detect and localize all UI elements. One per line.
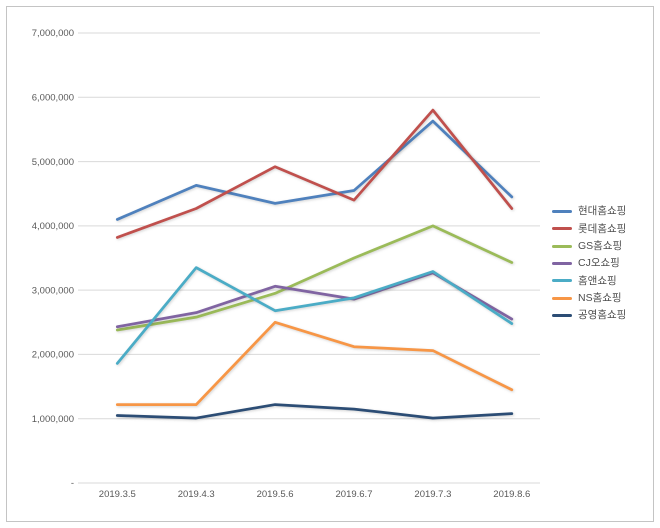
legend-line-swatch (552, 210, 572, 214)
legend-line-swatch (552, 227, 572, 231)
legend-label: NS홈쇼핑 (578, 291, 622, 304)
x-axis-labels: 2019.3.5 2019.4.3 2019.5.6 2019.6.7 2019.7.3… (99, 489, 530, 500)
legend-label: 현대홈쇼핑 (578, 205, 627, 218)
y-tick-label: 6,000,000 (32, 92, 74, 103)
legend-label: CJ오쇼핑 (578, 257, 620, 270)
legend-label: 홈앤쇼핑 (578, 274, 617, 287)
x-tick-label: 2019.6.7 (336, 489, 373, 500)
y-tick-label: 1,000,000 (32, 414, 74, 425)
x-tick-label: 2019.7.3 (414, 489, 451, 500)
series-line-NS홈쇼핑 (115, 320, 514, 406)
legend-line-swatch (552, 313, 572, 317)
y-axis-labels: - 1,000,000 2,000,000 3,000,000 4,000,000 5,0… (32, 28, 74, 489)
legend-item: GS홈쇼핑 (552, 240, 626, 253)
x-tick-label: 2019.5.6 (257, 489, 294, 500)
series-line-홈앤쇼핑 (115, 266, 514, 365)
legend-item: CJ오쇼핑 (552, 257, 626, 270)
series-line-롯데홈쇼핑 (115, 108, 514, 239)
series-lines (115, 108, 514, 420)
legend-label: GS홈쇼핑 (578, 239, 623, 252)
chart-frame (6, 6, 654, 522)
legend-item: 홈앤쇼핑 (552, 274, 626, 287)
legend-line-swatch (552, 244, 572, 248)
legend-line-swatch (552, 279, 572, 283)
legend-label: 롯데홈쇼핑 (578, 222, 627, 235)
legend-item: 현대홈쇼핑 (552, 205, 626, 218)
series-line-공영홈쇼핑 (115, 403, 514, 420)
y-tick-label: 7,000,000 (32, 28, 74, 39)
y-tick-label: 3,000,000 (32, 285, 74, 296)
x-tick-label: 2019.4.3 (178, 489, 215, 500)
x-tick-label: 2019.8.6 (493, 489, 530, 500)
x-tick-label: 2019.3.5 (99, 489, 136, 500)
series-line-GS홈쇼핑 (115, 224, 514, 332)
y-tick-label: 5,000,000 (32, 157, 74, 168)
legend-item: 공영홈쇼핑 (552, 309, 626, 322)
y-tick-label: - (71, 478, 74, 489)
legend-line-swatch (552, 262, 572, 266)
legend-item: NS홈쇼핑 (552, 291, 626, 304)
gridlines (78, 32, 540, 484)
legend-line-swatch (552, 296, 572, 300)
y-tick-label: 4,000,000 (32, 221, 74, 232)
legend-label: 공영홈쇼핑 (578, 309, 627, 322)
y-tick-label: 2,000,000 (32, 350, 74, 361)
legend-item: 롯데홈쇼핑 (552, 222, 626, 235)
series-line-CJ오쇼핑 (115, 271, 514, 329)
series-line-현대홈쇼핑 (115, 119, 514, 221)
